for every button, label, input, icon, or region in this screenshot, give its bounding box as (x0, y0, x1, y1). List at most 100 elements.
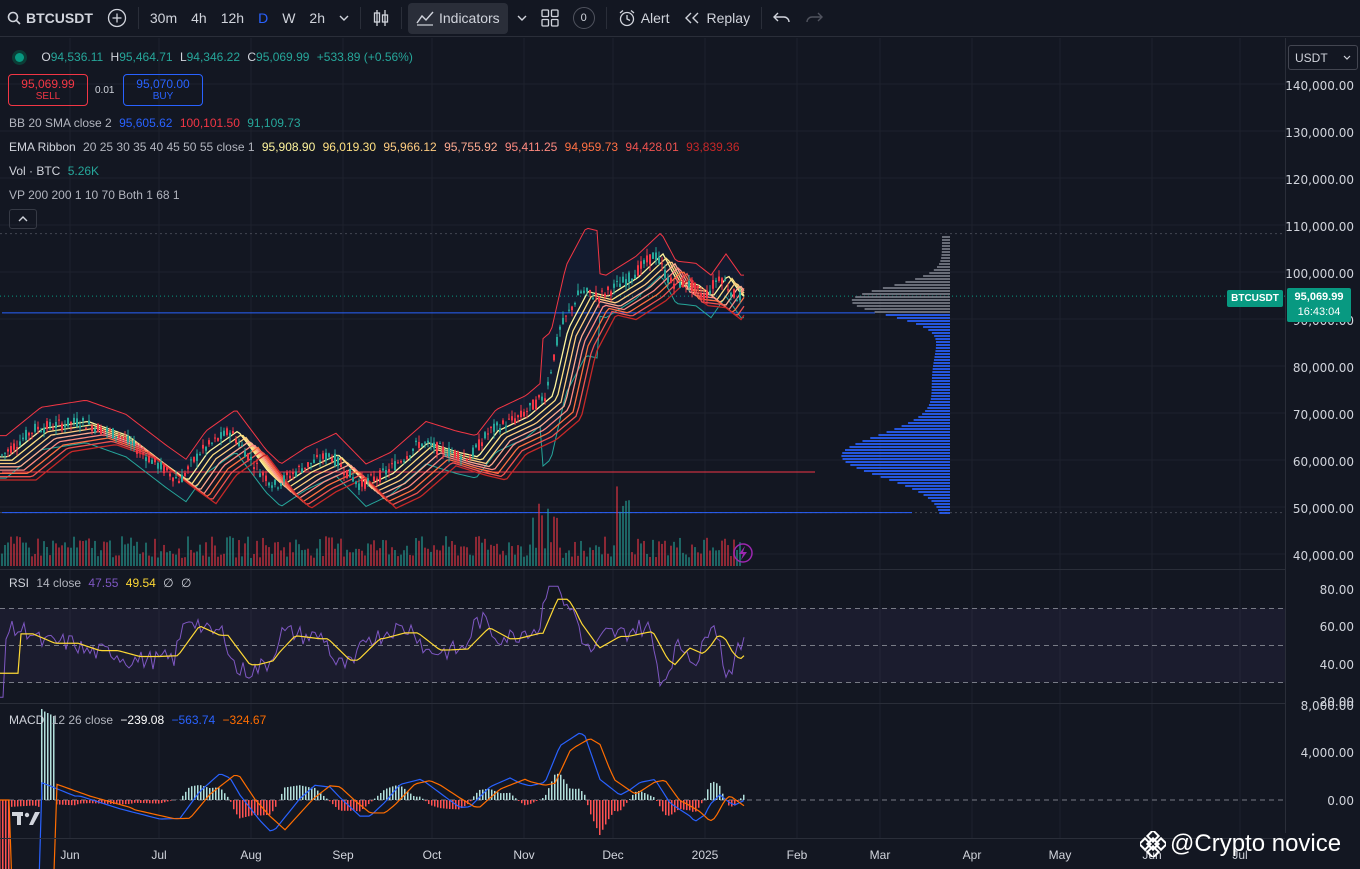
macd-line (38, 732, 745, 869)
macd-histogram-bar (62, 800, 64, 805)
volume-bar (724, 538, 726, 566)
volume-bar (643, 540, 645, 566)
interval-w[interactable]: W (282, 10, 296, 26)
rsi-legend[interactable]: RSI 14 close 47.55 49.54 ∅ ∅ (9, 576, 195, 590)
volume-bar (103, 541, 105, 566)
macd-histogram-bar (8, 800, 10, 869)
collapse-legend-button[interactable] (9, 209, 37, 229)
interval-12h[interactable]: 12h (220, 10, 245, 26)
currency-value: USDT (1295, 50, 1328, 65)
volume-legend[interactable]: Vol · BTC 5.26K (9, 164, 103, 178)
layout-button[interactable] (534, 0, 566, 37)
low-label: L (179, 50, 187, 64)
macd-histogram-bar (623, 800, 625, 807)
price-axis[interactable]: 140,000.00 130,000.00 120,000.00 110,000… (1285, 38, 1360, 833)
macd-histogram-bar (605, 800, 607, 825)
candle-body (469, 458, 471, 460)
indicators-dropdown[interactable] (510, 0, 534, 37)
macd-histogram-bar (320, 793, 322, 800)
macd-legend[interactable]: MACD 12 26 close −239.08 −563.74 −324.67 (9, 713, 270, 727)
layout-grid-icon (541, 9, 559, 27)
volume-bar (292, 552, 294, 566)
volume-profile-bar (922, 413, 950, 415)
volume-bar (673, 541, 675, 566)
volume-bar (445, 536, 447, 566)
candle-body (46, 421, 48, 429)
volume-profile-bar (933, 359, 950, 361)
candle-body (205, 446, 207, 451)
templates-button[interactable]: 0 (566, 0, 602, 37)
macd-histogram-bar (704, 798, 706, 800)
candle-body (607, 286, 609, 291)
vp-legend[interactable]: VP 200 200 1 10 70 Both 1 68 1 (9, 188, 184, 202)
volume-bar (40, 555, 42, 566)
interval-30m[interactable]: 30m (149, 10, 178, 26)
redo-button[interactable] (798, 0, 830, 37)
candle-body (382, 468, 384, 471)
interval-2h[interactable]: 2h (309, 10, 325, 26)
candle-body (637, 265, 639, 276)
macd-histogram-bar (350, 800, 352, 811)
compare-button[interactable] (100, 0, 134, 37)
bb-label: BB 20 SMA close 2 (9, 116, 112, 130)
candle-body (736, 300, 738, 302)
volume-profile-bar (845, 461, 950, 463)
macd-histogram-bar (299, 785, 301, 800)
interval-dropdown[interactable] (332, 0, 356, 37)
macd-histogram-bar (599, 800, 601, 836)
volume-bar (88, 538, 90, 566)
candle-body (610, 291, 612, 296)
macd-histogram-bar (620, 800, 622, 811)
symbol-name: BTCUSDT (26, 10, 93, 26)
sell-button[interactable]: 95,069.99 SELL (8, 74, 88, 106)
buy-button[interactable]: 95,070.00 BUY (123, 74, 203, 106)
pane-divider[interactable] (0, 569, 1285, 570)
volume-bar (547, 508, 549, 566)
volume-bar (106, 542, 108, 566)
alert-button[interactable]: Alert (611, 0, 677, 37)
volume-bar (421, 536, 423, 566)
time-axis[interactable]: Jun Jul Aug Sep Oct Nov Dec 2025 Feb Mar… (0, 838, 1285, 869)
lightning-icon (739, 546, 747, 560)
volume-profile-bar (923, 494, 950, 496)
macd-histogram-bar (677, 800, 679, 811)
candle-body (412, 448, 414, 451)
volume-bar (49, 555, 51, 566)
templates-count: 0 (572, 7, 595, 29)
currency-select[interactable]: USDT (1288, 45, 1358, 70)
candle-body (685, 286, 687, 288)
tradingview-logo-icon[interactable] (12, 810, 42, 831)
candle-body (664, 269, 666, 278)
replay-button[interactable]: Replay (676, 0, 757, 37)
interval-d[interactable]: D (258, 10, 269, 26)
candle-body (316, 454, 318, 457)
macd-histogram-bar (608, 800, 610, 820)
candle-body (553, 354, 555, 361)
candle-body (352, 477, 354, 482)
symbol-search[interactable]: BTCUSDT (0, 0, 100, 37)
volume-bar (238, 540, 240, 566)
interval-4h[interactable]: 4h (191, 10, 207, 26)
candle-body (76, 418, 78, 427)
candle-body (658, 256, 660, 264)
indicators-button[interactable]: Indicators (407, 2, 508, 34)
undo-button[interactable] (766, 0, 798, 37)
candle-body (562, 317, 564, 325)
macd-histogram-bar (191, 786, 193, 800)
chart-type-button[interactable] (365, 0, 397, 37)
macd-histogram-bar (668, 800, 670, 816)
candle-body (475, 444, 477, 448)
macd-histogram-bar (389, 787, 391, 800)
volume-bar (283, 547, 285, 566)
ema-legend[interactable]: EMA Ribbon 20 25 30 35 40 45 50 55 close… (9, 140, 744, 154)
candle-body (271, 485, 273, 488)
pane-divider[interactable] (0, 703, 1285, 704)
volume-bar (1, 553, 3, 566)
bb-legend[interactable]: BB 20 SMA close 2 95,605.62 100,101.50 9… (9, 116, 305, 130)
candle-body (646, 255, 648, 263)
candle-body (550, 372, 552, 374)
candle-body (613, 283, 615, 288)
volume-bar (478, 536, 480, 566)
macd-histogram-bar (710, 782, 712, 800)
